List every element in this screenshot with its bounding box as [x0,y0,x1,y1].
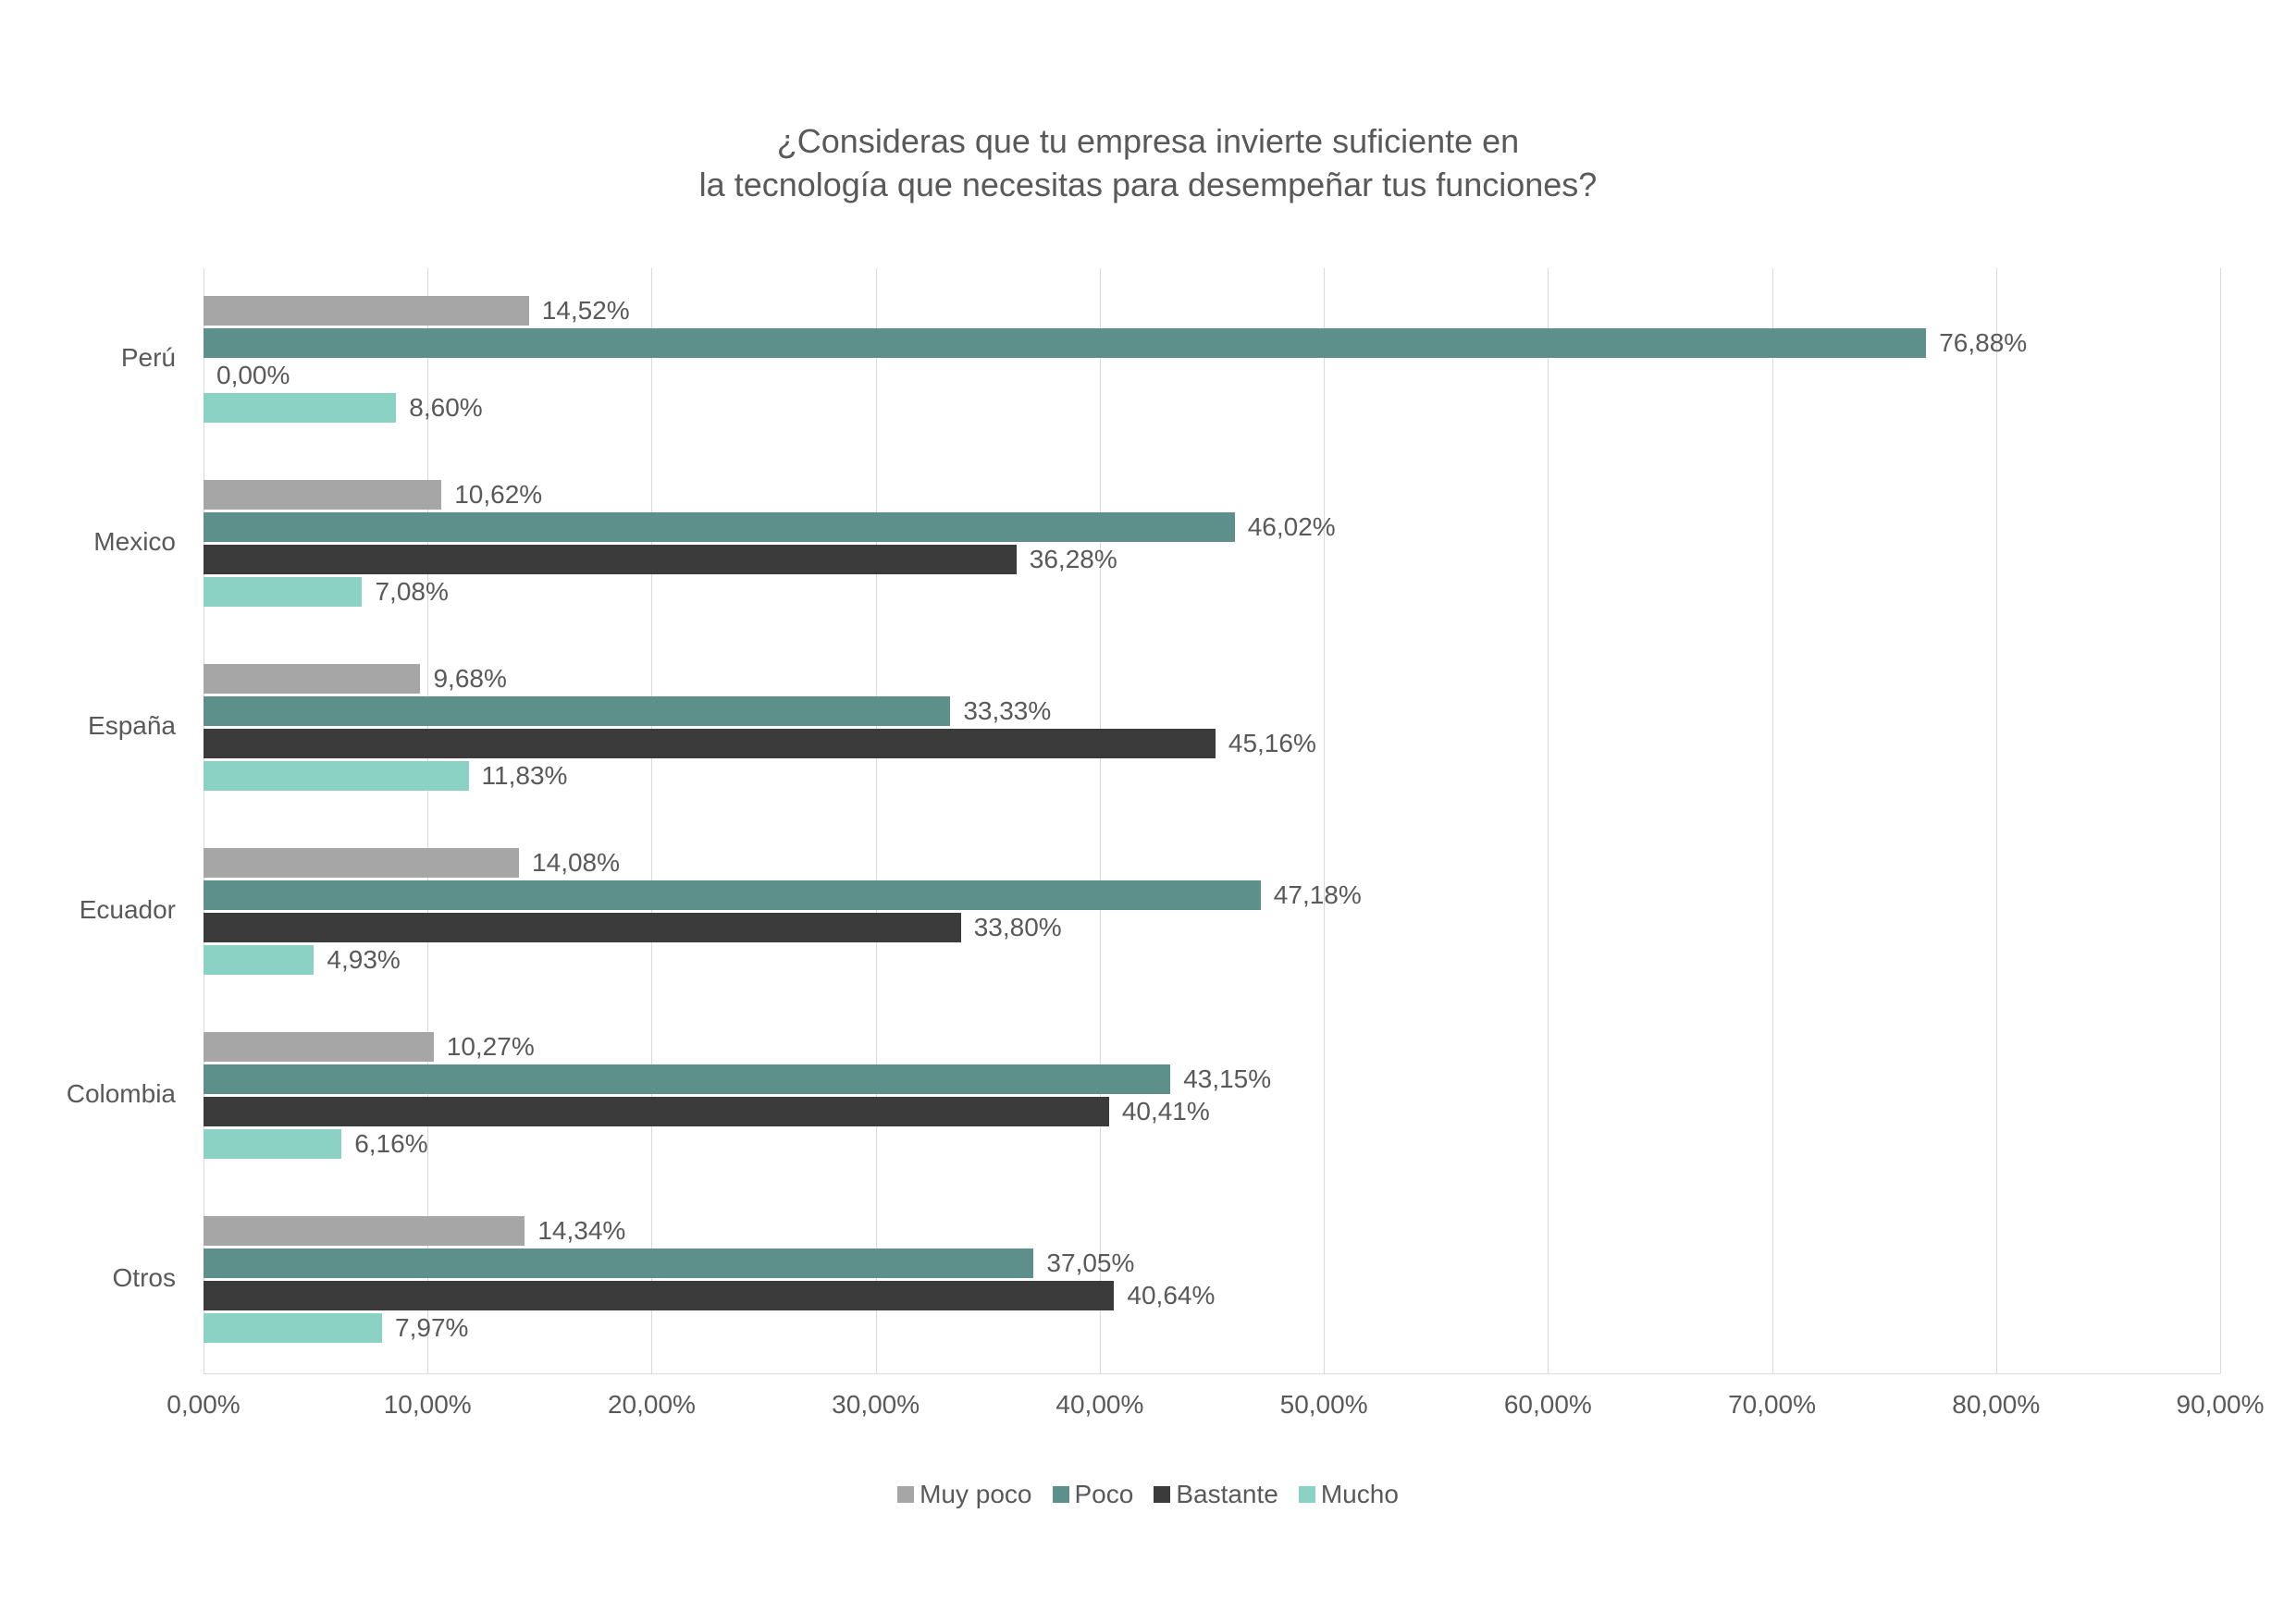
bar-value-label: 43,15% [1183,1064,1271,1094]
chart-plot-area: 0,00%10,00%20,00%30,00%40,00%50,00%60,00… [204,268,2220,1373]
chart-container: ¿Consideras que tu empresa invierte sufi… [0,0,2296,1599]
bar-value-label: 45,16% [1228,729,1316,758]
bar-value-label: 14,08% [532,848,620,878]
bar [204,1032,434,1062]
bar [204,1248,1033,1278]
legend-item: Mucho [1299,1480,1399,1509]
legend-label: Poco [1075,1480,1134,1509]
bar [204,1064,1170,1094]
bar-value-label: 10,62% [454,480,542,510]
bar [204,328,1926,358]
legend-swatch [1053,1486,1069,1503]
bar-value-label: 46,02% [1248,512,1336,542]
legend-label: Muy poco [920,1480,1031,1509]
bar-value-label: 7,97% [395,1313,468,1343]
bar [204,664,420,694]
bar [204,1216,525,1246]
x-axis-tick-label: 10,00% [384,1390,472,1420]
category-label: Perú [0,343,176,373]
bar [204,1129,341,1159]
x-axis-tick-label: 70,00% [1728,1390,1816,1420]
bar [204,848,519,878]
bar [204,1313,382,1343]
bar-value-label: 36,28% [1030,545,1117,574]
legend-label: Mucho [1321,1480,1399,1509]
bar-value-label: 47,18% [1274,880,1362,910]
category-label: Otros [0,1263,176,1293]
x-axis-tick-label: 30,00% [832,1390,920,1420]
bar [204,761,469,791]
bar-value-label: 11,83% [482,761,568,791]
bar-value-label: 8,60% [409,393,482,423]
x-axis-tick-label: 0,00% [167,1390,240,1420]
bar-value-label: 33,80% [974,913,1062,942]
bar-value-label: 40,64% [1127,1281,1215,1310]
gridline [1772,268,1773,1373]
legend-label: Bastante [1176,1480,1278,1509]
bar-value-label: 6,16% [354,1129,427,1159]
bar [204,729,1216,758]
legend-item: Muy poco [897,1480,1031,1509]
bar-value-label: 4,93% [327,945,400,975]
category-label: Colombia [0,1079,176,1109]
gridline [651,268,652,1373]
x-axis-tick-label: 80,00% [1952,1390,2040,1420]
bar-value-label: 33,33% [963,696,1051,726]
x-axis-tick-label: 20,00% [608,1390,696,1420]
bar [204,1097,1109,1126]
bar [204,577,362,607]
bar [204,393,396,423]
category-label: España [0,711,176,741]
legend-item: Bastante [1154,1480,1278,1509]
bar [204,880,1261,910]
category-label: Mexico [0,527,176,557]
bar-value-label: 14,34% [537,1216,625,1246]
bar [204,512,1235,542]
legend-swatch [1154,1486,1170,1503]
x-axis-tick-label: 60,00% [1504,1390,1592,1420]
bar [204,696,950,726]
x-axis-tick-label: 90,00% [2177,1390,2265,1420]
bar [204,1281,1114,1310]
bar-value-label: 9,68% [433,664,506,694]
x-axis-tick-label: 50,00% [1280,1390,1368,1420]
legend-item: Poco [1053,1480,1134,1509]
gridline [427,268,428,1373]
legend-swatch [897,1486,914,1503]
gridline [1324,268,1325,1373]
bar [204,296,529,326]
bar-value-label: 37,05% [1046,1248,1134,1278]
bar-value-label: 10,27% [447,1032,535,1062]
x-axis-line [204,1373,2220,1374]
bar-value-label: 14,52% [542,296,630,326]
gridline [1100,268,1101,1373]
gridline [876,268,877,1373]
bar-value-label: 0,00% [216,361,290,390]
bar [204,545,1017,574]
bar [204,945,314,975]
category-label: Ecuador [0,895,176,925]
gridline [1996,268,1997,1373]
bar [204,480,441,510]
x-axis-tick-label: 40,00% [1055,1390,1143,1420]
chart-legend: Muy poco Poco Bastante Mucho [0,1480,2296,1509]
chart-title: ¿Consideras que tu empresa invierte sufi… [0,120,2296,207]
bar-value-label: 76,88% [1939,328,2027,358]
bar [204,913,961,942]
bar-value-label: 40,41% [1122,1097,1210,1126]
bar-value-label: 7,08% [375,577,448,607]
gridline [1548,268,1549,1373]
gridline [2220,268,2221,1373]
legend-swatch [1299,1486,1315,1503]
